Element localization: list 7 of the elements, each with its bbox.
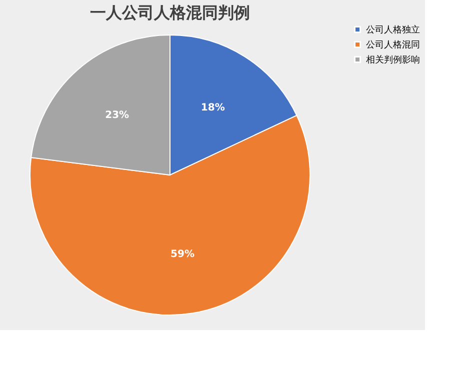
data-label: 18% [200,102,225,114]
legend-label: 相关判例影响 [366,54,420,66]
data-label: 23% [105,110,130,121]
data-label: 59% [170,249,194,260]
legend-label: 公司人格独立 [366,24,420,36]
legend-label: 公司人格混同 [366,40,420,50]
chart-title: 一人公司人格混同判例 [90,3,250,22]
